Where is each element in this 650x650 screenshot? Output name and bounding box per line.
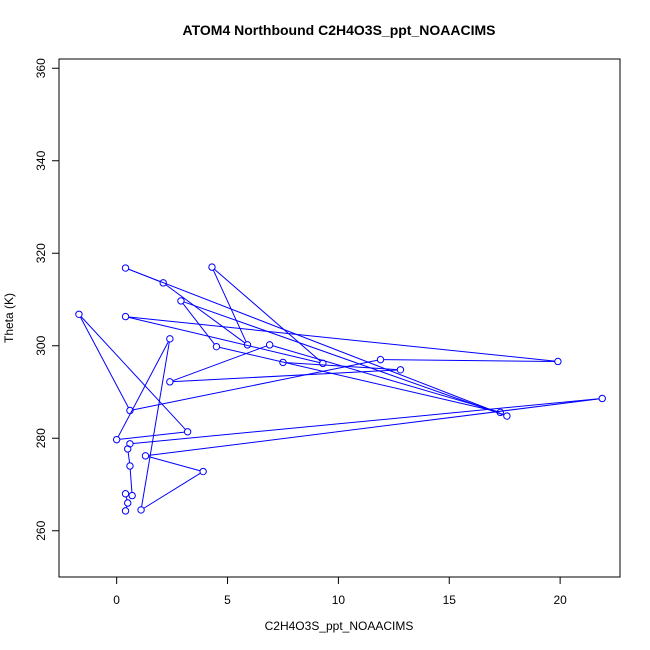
data-point [199,467,207,476]
series-line-segment [212,269,247,343]
data-point [177,297,185,305]
series-line-segment [143,472,201,509]
series-line-segment [141,341,170,507]
y-tick-label: 280 [34,428,48,448]
data-point [208,263,216,271]
y-tick-label: 320 [34,243,48,263]
y-tick-label: 360 [34,58,48,78]
data-point [137,506,145,514]
data-point [121,264,130,272]
series-line-segment [128,268,505,416]
series-line-segment [183,301,505,416]
series-line-segment [117,341,169,438]
data-point [126,462,134,470]
series-line-segment [182,303,215,345]
data-point [166,335,174,343]
x-axis-label: C2H4O3S_ppt_NOAACIMS [265,619,414,633]
series-line-segment [129,469,133,493]
series-line-segment [128,316,320,364]
series-line-segment [383,359,555,362]
series-line-segment [80,316,186,430]
data-point [159,279,167,287]
data-point [121,312,130,321]
series-line-segment [165,284,246,344]
series-line-segment [219,346,498,413]
x-tick-label: 0 [113,593,120,607]
data-point [319,359,327,368]
data-point [126,406,134,415]
data-point [112,435,121,444]
y-axis-label: Theta (K) [2,293,16,343]
series-line-segment [127,451,131,463]
data-point [183,428,192,436]
series-line-segment [148,456,201,472]
data-point [212,342,221,351]
data-point [265,341,274,349]
y-tick-label: 300 [34,335,48,355]
data-point [124,499,132,507]
series-line-segment [125,496,128,501]
data-point [396,366,405,374]
data-point [243,341,252,349]
series-line-segment [173,369,398,383]
data-point [503,412,511,420]
data-point [121,490,130,498]
x-tick-label: 10 [332,593,346,607]
x-tick-label: 20 [553,593,567,607]
series-line-segment [172,345,267,382]
series-group [75,263,606,515]
chart-title: ATOM4 Northbound C2H4O3S_ppt_NOAACIMS [183,22,496,38]
x-axis: 0 5 10 15 20 [113,576,567,607]
series-line-segment [272,345,498,412]
data-point [554,357,562,366]
data-point [496,408,504,417]
x-tick-label: 15 [443,593,457,607]
y-tick-label: 260 [34,520,48,540]
series-line-segment [132,359,378,411]
series-line-segment [214,268,321,362]
series-line-segment [133,398,600,444]
series-line-segment [119,431,185,440]
data-point [121,507,130,515]
data-point [376,355,385,364]
data-point [126,440,134,448]
data-point [166,378,174,386]
y-axis: 260 280 300 320 340 360 [34,58,60,541]
data-point [75,310,83,318]
series-line-segment [148,398,600,456]
data-point [141,452,150,460]
series-line-segment [286,362,398,371]
x-tick-label: 5 [224,593,231,607]
y-tick-label: 340 [34,150,48,170]
data-point [279,358,287,367]
data-point [128,491,136,500]
series-line-segment [80,316,129,408]
data-point [598,394,606,403]
series-line-segment [128,316,555,362]
